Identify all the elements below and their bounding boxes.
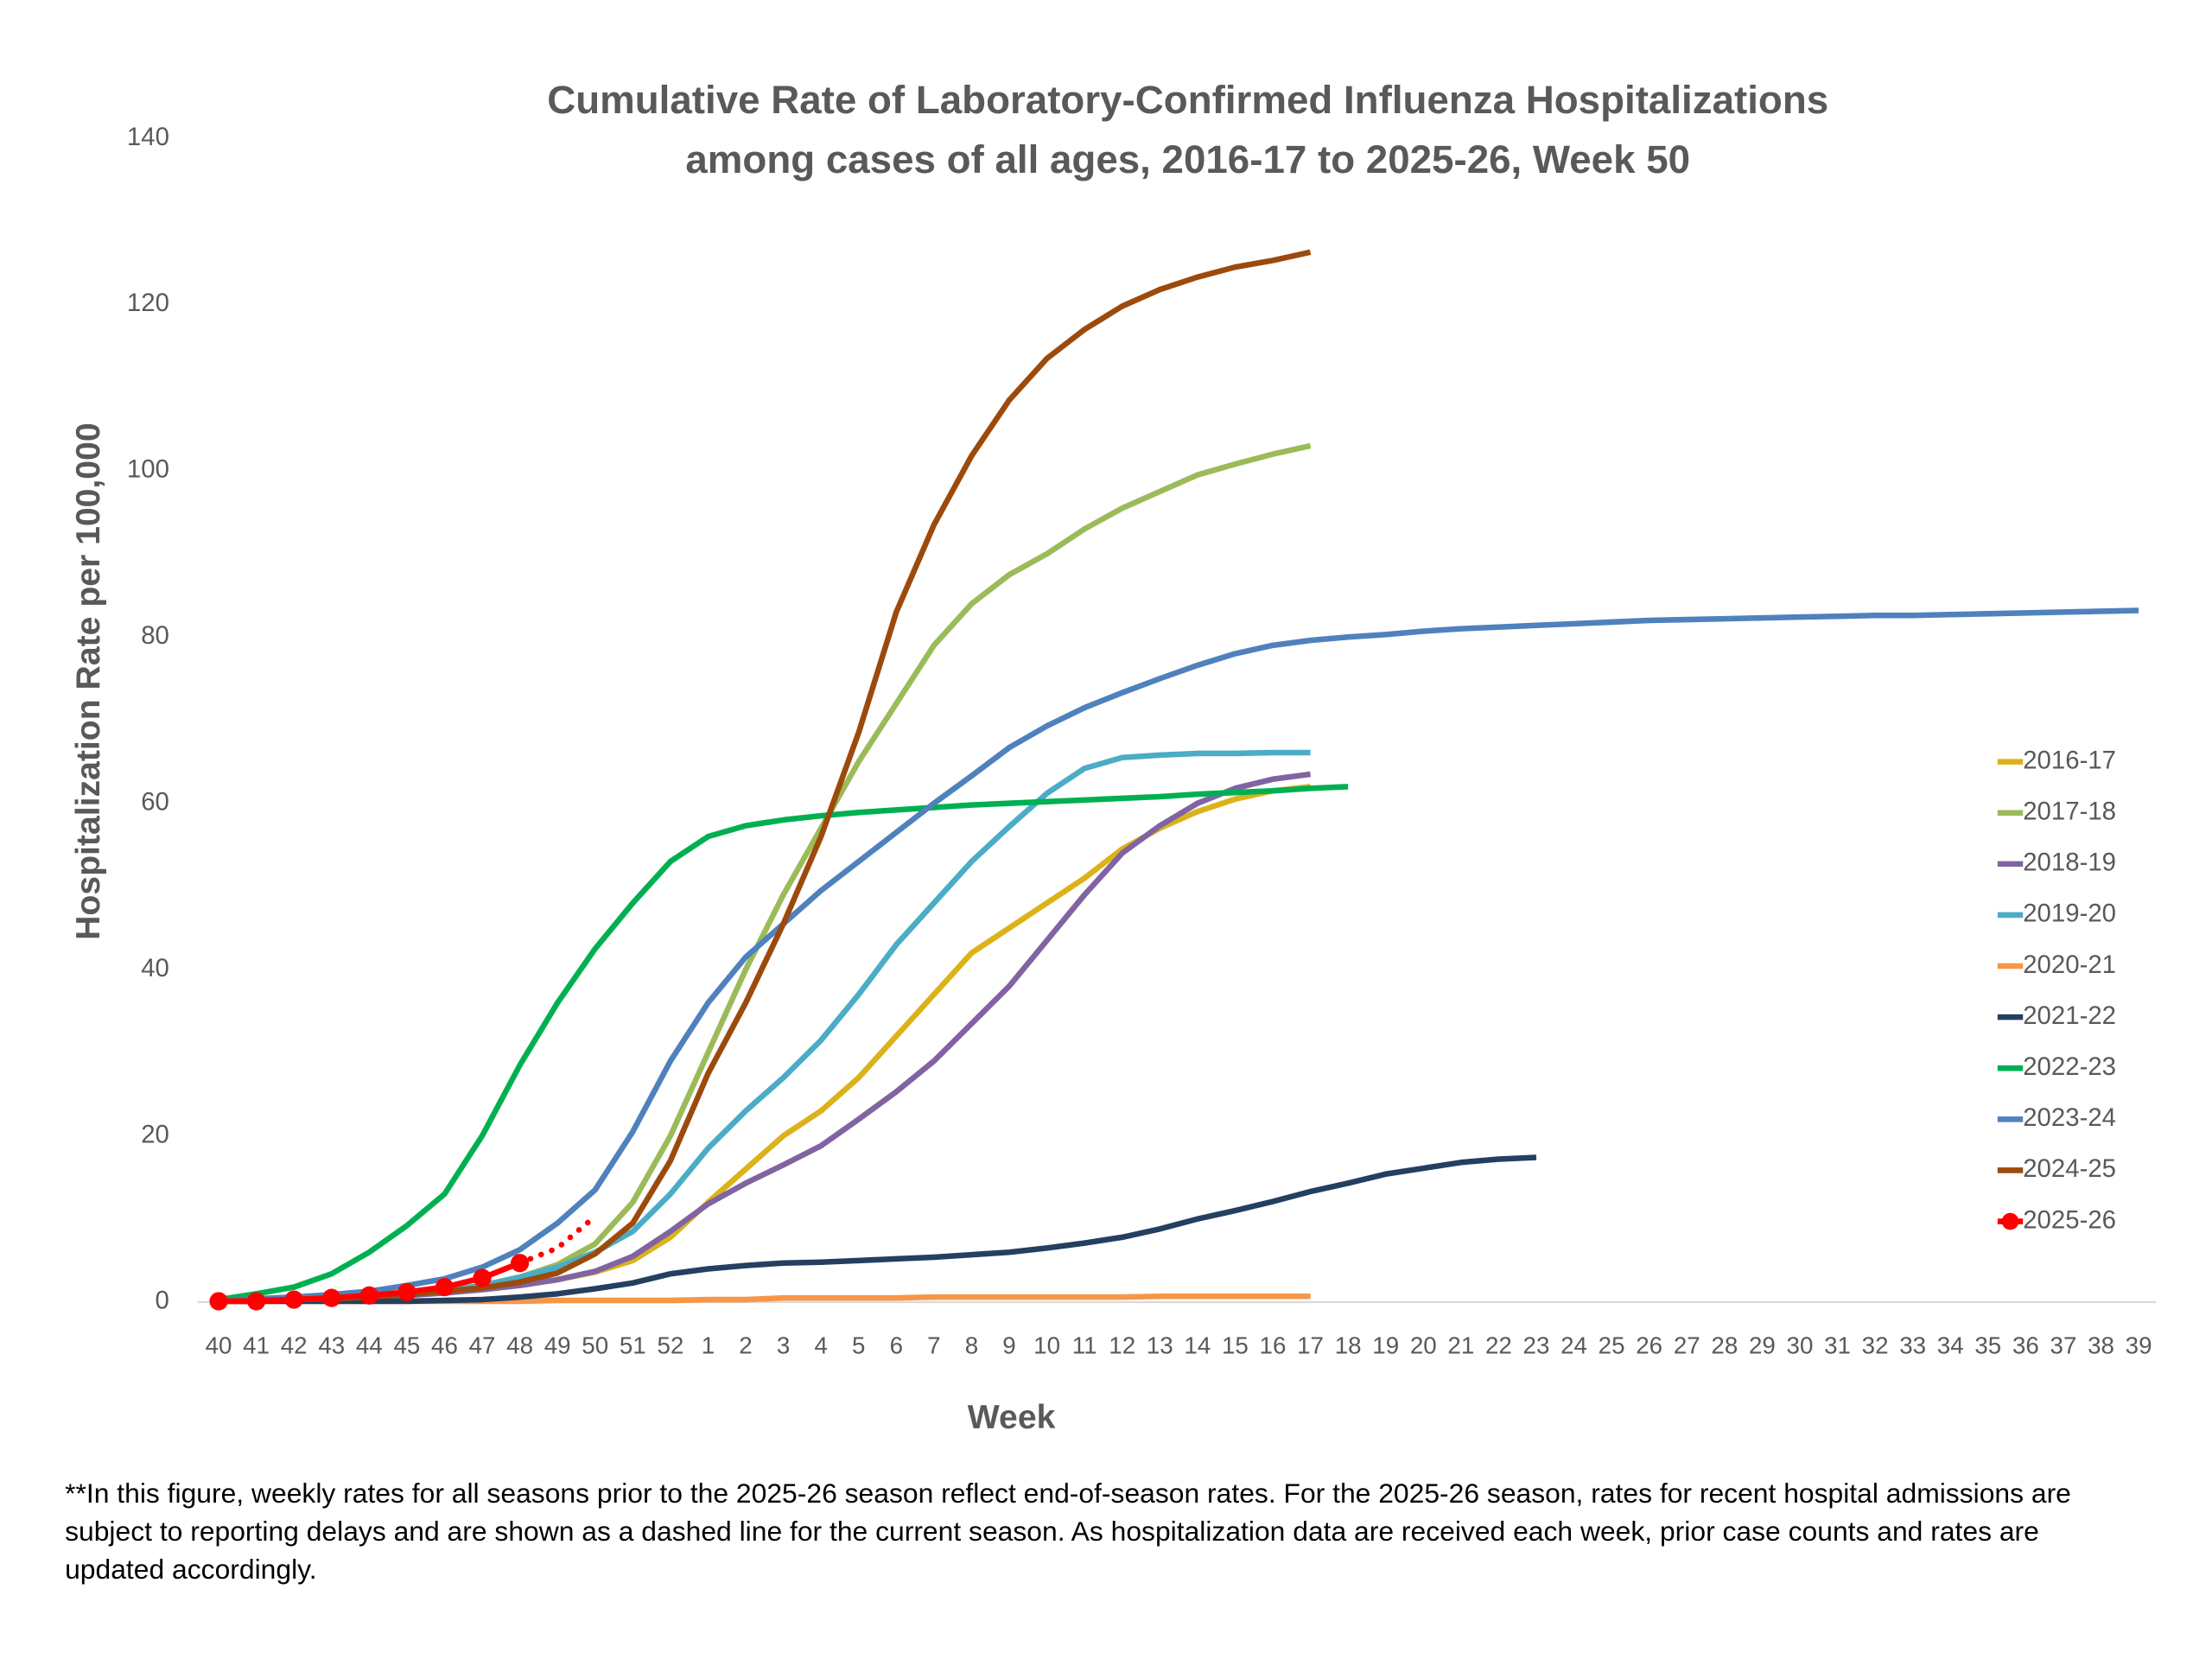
x-tick-label: 15 xyxy=(1222,1332,1249,1359)
x-tick-label: 40 xyxy=(206,1332,232,1359)
y-tick-label: 100 xyxy=(127,455,169,484)
x-tick-label: 7 xyxy=(927,1332,940,1359)
x-tick-label: 44 xyxy=(356,1332,383,1359)
x-tick-label: 21 xyxy=(1447,1332,1474,1359)
x-tick-label: 39 xyxy=(2126,1332,2152,1359)
y-tick-label: 80 xyxy=(141,621,169,650)
chart-title: among cases of all ages, 2016-17 to 2025… xyxy=(685,137,1690,181)
x-tick-label: 8 xyxy=(965,1332,978,1359)
x-tick-label: 50 xyxy=(582,1332,608,1359)
x-tick-label: 34 xyxy=(1937,1332,1964,1359)
y-tick-label: 140 xyxy=(127,123,169,151)
x-tick-label: 20 xyxy=(1410,1332,1437,1359)
point xyxy=(435,1278,454,1297)
x-tick-label: 29 xyxy=(1749,1332,1776,1359)
x-tick-label: 32 xyxy=(1862,1332,1889,1359)
y-tick-label: 40 xyxy=(141,954,169,982)
x-tick-label: 26 xyxy=(1636,1332,1662,1359)
x-tick-label: 36 xyxy=(2012,1332,2039,1359)
x-tick-label: 52 xyxy=(657,1332,683,1359)
legend-marker xyxy=(2001,1212,2019,1230)
x-tick-label: 11 xyxy=(1072,1332,1097,1359)
point xyxy=(473,1268,492,1287)
point xyxy=(511,1254,530,1273)
point xyxy=(359,1286,378,1305)
y-tick-label: 0 xyxy=(156,1287,169,1315)
chart-title: Cumulative Rate of Laboratory-Confirmed … xyxy=(547,78,1828,122)
x-tick-label: 2 xyxy=(739,1332,752,1359)
x-tick-label: 17 xyxy=(1297,1332,1324,1359)
footnote: **In this figure, weekly rates for all s… xyxy=(65,1478,2071,1586)
x-tick-label: 10 xyxy=(1033,1332,1060,1359)
legend-label: 2018-19 xyxy=(2023,849,2116,877)
x-tick-label: 24 xyxy=(1560,1332,1587,1359)
x-tick-label: 19 xyxy=(1372,1332,1399,1359)
x-tick-label: 37 xyxy=(2050,1332,2077,1359)
x-tick-label: 3 xyxy=(777,1332,790,1359)
legend-label: 2019-20 xyxy=(2023,899,2116,928)
x-tick-label: 22 xyxy=(1485,1332,1512,1359)
x-tick-label: 13 xyxy=(1147,1332,1173,1359)
footnote-box: **In this figure, weekly rates for all s… xyxy=(65,1478,2071,1586)
x-tick-label: 12 xyxy=(1109,1332,1135,1359)
x-tick-label: 16 xyxy=(1260,1332,1287,1359)
x-tick-label: 38 xyxy=(2088,1332,2114,1359)
x-tick-label: 45 xyxy=(393,1332,420,1359)
x-tick-label: 48 xyxy=(506,1332,533,1359)
line xyxy=(218,249,1312,1305)
dashed-line xyxy=(517,1213,599,1266)
x-tick-label: 9 xyxy=(1002,1332,1015,1359)
x-tick-label: 25 xyxy=(1599,1332,1625,1359)
line xyxy=(219,1154,1537,1305)
x-tick-label: 18 xyxy=(1335,1332,1362,1359)
point xyxy=(322,1288,341,1307)
x-tick-label: 5 xyxy=(852,1332,865,1359)
point xyxy=(209,1292,228,1311)
y-tick-label: 120 xyxy=(127,289,169,317)
x-tick-label: 33 xyxy=(1899,1332,1926,1359)
x-tick-label: 46 xyxy=(431,1332,458,1359)
point xyxy=(284,1290,303,1309)
line xyxy=(218,771,1312,1305)
x-tick-label: 6 xyxy=(890,1332,903,1359)
x-tick-label: 4 xyxy=(814,1332,827,1359)
x-axis-label: Week xyxy=(968,1399,1056,1436)
x-tick-label: 1 xyxy=(702,1332,715,1359)
x-tick-label: 43 xyxy=(318,1332,345,1359)
y-tick-label: 60 xyxy=(141,787,169,816)
legend-label: 2017-18 xyxy=(2023,798,2116,826)
x-tick-label: 42 xyxy=(281,1332,308,1359)
x-tick-label: 30 xyxy=(1787,1332,1814,1359)
x-tick-label: 51 xyxy=(620,1332,646,1359)
legend-label: 2025-26 xyxy=(2023,1205,2116,1234)
legend-label: 2023-24 xyxy=(2023,1103,2116,1132)
y-axis-label: Hospitalization Rate per 100,000 xyxy=(70,423,107,940)
point xyxy=(247,1292,266,1311)
line xyxy=(218,784,1311,1305)
x-tick-label: 47 xyxy=(469,1332,496,1359)
x-tick-label: 23 xyxy=(1523,1332,1550,1359)
x-tick-label: 14 xyxy=(1184,1332,1211,1359)
x-tick-label: 28 xyxy=(1711,1332,1738,1359)
x-tick-label: 27 xyxy=(1674,1332,1700,1359)
y-tick-label: 20 xyxy=(141,1120,169,1148)
x-tick-label: 35 xyxy=(1974,1332,2001,1359)
legend-label: 2021-22 xyxy=(2023,1001,2116,1030)
line xyxy=(218,784,1349,1303)
x-tick-label: 31 xyxy=(1824,1332,1851,1359)
legend-label: 2016-17 xyxy=(2023,746,2116,774)
line xyxy=(218,607,2139,1304)
x-tick-label: 41 xyxy=(243,1332,270,1359)
point xyxy=(397,1282,416,1302)
x-tick-label: 49 xyxy=(544,1332,571,1359)
legend-label: 2022-23 xyxy=(2023,1052,2116,1081)
legend-label: 2024-25 xyxy=(2023,1154,2116,1183)
legend-label: 2020-21 xyxy=(2023,950,2116,979)
